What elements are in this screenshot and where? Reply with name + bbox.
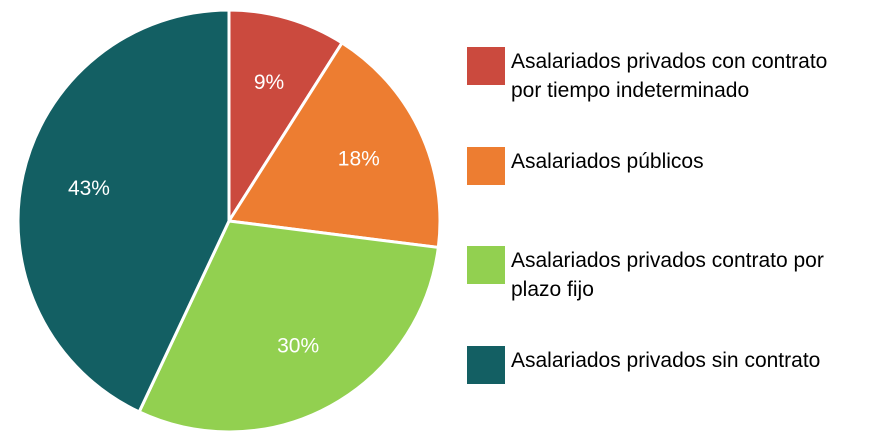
legend-entry: Asalariados públicos [467,146,877,237]
legend-entry: Asalariados privados contrato por plazo … [467,246,877,336]
legend-label: Asalariados privados sin contrato [511,348,821,372]
legend-swatch [467,345,505,384]
legend-label: Asalariados públicos [511,149,704,173]
slice-label: 30% [277,334,319,357]
legend-swatch [467,246,505,284]
pie-chart: 9% 18% 30% 43% [16,8,442,432]
slice-label: 9% [254,71,284,94]
pie-slice [16,8,231,414]
legend-label: Asalariados privados con contrato por ti… [511,50,828,102]
slice-label: 18% [338,147,380,170]
slice-label: 43% [68,177,110,200]
legend-entry: Asalariados privados con contrato por ti… [467,47,877,137]
legend-swatch [467,146,505,185]
pie-slice [226,40,442,250]
pie-slice [227,8,345,227]
legend-entry: Asalariados privados sin contrato [467,345,877,436]
pie-slice [137,219,441,432]
legend-swatch [467,47,505,85]
legend-label: Asalariados privados contrato por plazo … [511,249,824,301]
